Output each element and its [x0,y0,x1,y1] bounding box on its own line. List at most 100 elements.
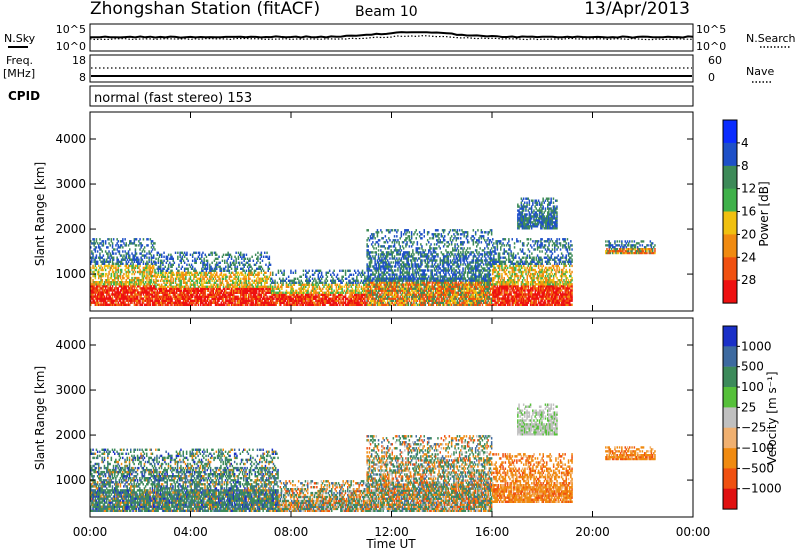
heatmap-cell [317,295,319,298]
heatmap-cell [211,279,213,282]
heatmap-cell [125,254,127,257]
heatmap-cell [265,303,267,306]
heatmap-cell [100,264,102,268]
heatmap-cell [267,289,269,292]
heatmap-cell [377,265,380,268]
heatmap-cell [249,285,251,288]
heatmap-cell [148,256,150,259]
heatmap-cell [405,285,407,288]
heatmap-cell [349,301,351,304]
heatmap-cell [181,285,184,288]
heatmap-cell [374,293,376,296]
heatmap-cell [389,245,391,248]
heatmap-cell [154,291,156,294]
heatmap-cell [117,240,119,243]
heatmap-cell [392,245,395,248]
heatmap-cell [107,283,109,286]
heatmap-cell [197,287,200,290]
heatmap-cell [412,277,414,280]
heatmap-cell [317,269,319,272]
heatmap-cell [252,285,255,288]
heatmap-cell [375,269,377,272]
heatmap-cell [367,257,369,260]
heatmap-cell [107,287,109,290]
heatmap-cell [423,235,425,238]
heatmap-cell [214,285,217,288]
heatmap-cell [234,299,236,302]
heatmap-cell [264,293,266,296]
heatmap-cell [96,283,99,286]
heatmap-cell [188,289,190,292]
heatmap-cell [406,259,408,262]
heatmap-cell [108,262,110,265]
heatmap-cell [409,285,412,288]
heatmap-cell [209,301,211,304]
heatmap-cell [165,279,168,282]
heatmap-cell [275,301,277,304]
heatmap-cell [177,297,179,300]
heatmap-cell [217,279,219,282]
heatmap-cell [339,283,341,286]
heatmap-cell [256,297,258,300]
heatmap-cell [150,240,153,243]
heatmap-cell [393,241,396,244]
heatmap-cell [270,285,273,288]
heatmap-cell [332,277,334,280]
heatmap-cell [422,277,424,280]
heatmap-cell [429,245,431,248]
heatmap-cell [196,273,198,276]
heatmap-cell [269,295,272,298]
heatmap-cell [179,283,181,286]
heatmap-cell [202,261,204,264]
heatmap-cell [181,275,184,278]
heatmap-cell [306,283,308,286]
heatmap-cell [249,295,251,298]
heatmap-cell [378,267,381,270]
heatmap-cell [101,297,103,300]
heatmap-cell [390,289,392,292]
heatmap-cell [93,258,95,261]
heatmap-cell [406,257,408,260]
heatmap-cell [240,297,242,300]
heatmap-cell [325,291,327,294]
heatmap-cell [191,265,194,268]
heatmap-cell [101,260,103,263]
heatmap-cell [313,301,315,304]
heatmap-cell [119,246,122,249]
heatmap-cell [142,279,145,282]
heatmap-cell [153,246,155,249]
heatmap-cell [388,293,390,296]
heatmap-cell [407,275,409,278]
heatmap-cell [269,277,272,280]
heatmap-cell [250,271,252,274]
heatmap-cell [243,279,245,282]
heatmap-cell [264,297,266,300]
heatmap-cell [213,271,216,274]
heatmap-cell [392,279,395,282]
heatmap-cell [422,295,424,298]
heatmap-cell [363,273,365,276]
heatmap-cell [384,279,387,282]
heatmap-cell [221,277,224,280]
heatmap-cell [315,285,317,288]
heatmap-cell [169,287,171,290]
heatmap-cell [214,277,217,280]
heatmap-cell [376,229,379,232]
heatmap-cell [297,301,299,304]
heatmap-cell [155,279,157,282]
heatmap-cell [348,269,350,272]
heatmap-cell [237,251,240,254]
heatmap-cell [250,299,252,302]
heatmap-cell [153,256,155,259]
heatmap-cell [252,273,255,276]
heatmap-cell [204,301,206,304]
heatmap-cell [375,279,377,282]
heatmap-cell [410,293,413,296]
heatmap-cell [185,293,187,296]
heatmap-cell [284,293,286,296]
heatmap-cell [385,229,388,232]
heatmap-cell [418,257,421,260]
heatmap-cell [370,259,373,262]
heatmap-cell [250,291,252,294]
heatmap-cell [142,238,145,241]
